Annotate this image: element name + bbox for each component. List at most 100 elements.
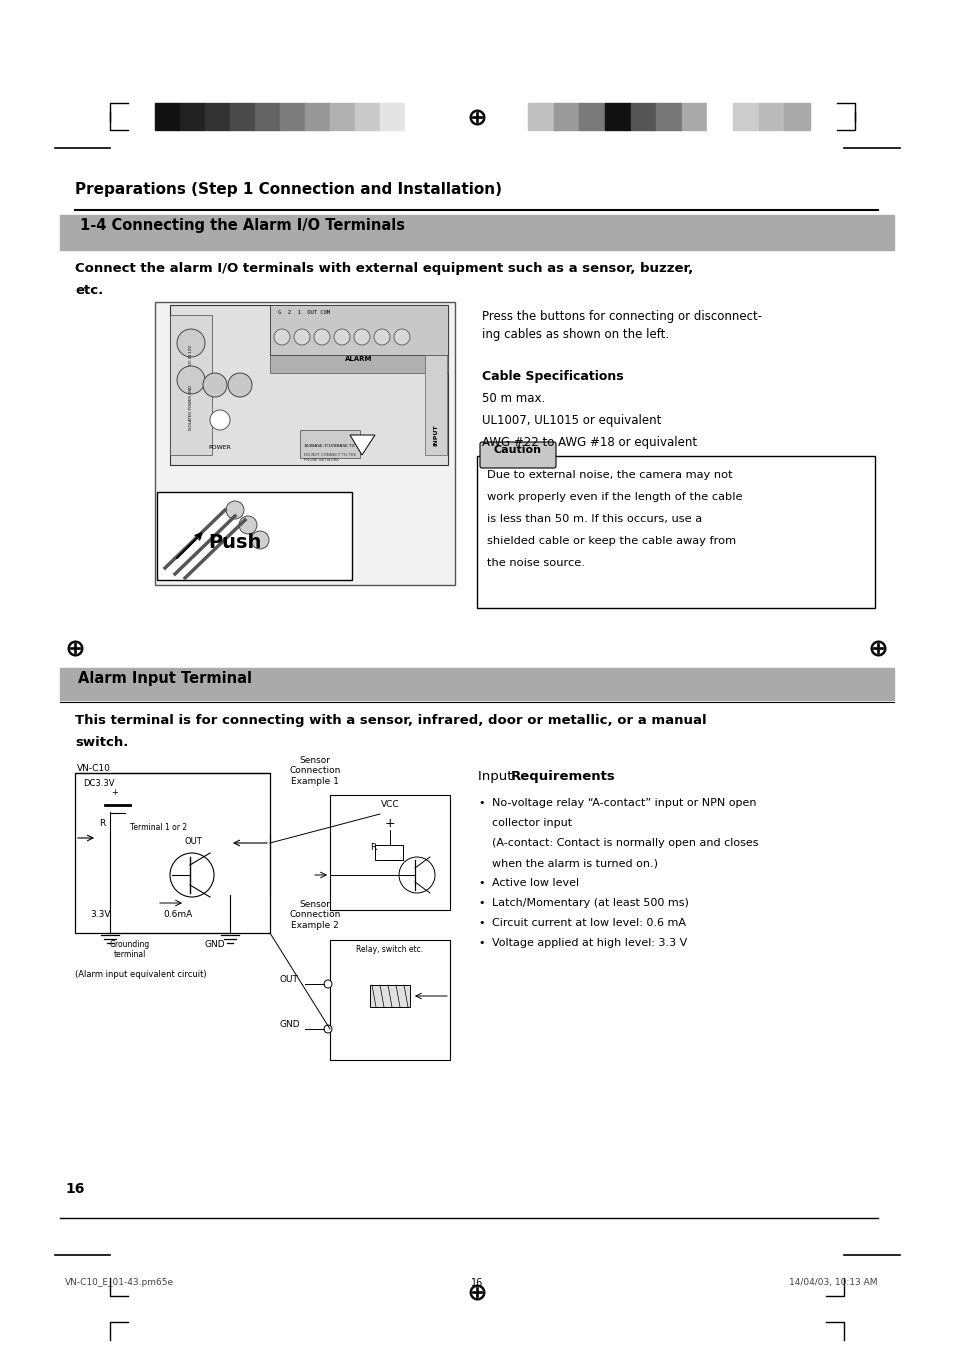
Circle shape <box>177 330 205 357</box>
Bar <box>170 305 448 465</box>
Bar <box>578 103 604 130</box>
Bar <box>553 103 578 130</box>
Text: Press the buttons for connecting or disconnect-: Press the buttons for connecting or disc… <box>481 309 761 323</box>
Text: Cable Specifications: Cable Specifications <box>481 370 623 382</box>
Text: •: • <box>477 898 484 908</box>
Bar <box>270 355 448 373</box>
Text: work properly even if the length of the cable: work properly even if the length of the … <box>486 492 741 503</box>
Text: Grounding
terminal: Grounding terminal <box>110 940 150 959</box>
Text: (Alarm input equivalent circuit): (Alarm input equivalent circuit) <box>75 970 207 979</box>
Bar <box>330 103 355 130</box>
Text: etc.: etc. <box>75 284 103 297</box>
Bar <box>355 103 379 130</box>
Bar <box>630 103 656 130</box>
Bar <box>681 103 707 130</box>
Text: UL1007, UL1015 or equivalent: UL1007, UL1015 or equivalent <box>481 413 660 427</box>
Text: (A-contact: Contact is normally open and closes: (A-contact: Contact is normally open and… <box>492 838 758 848</box>
Bar <box>527 103 553 130</box>
Text: DO NOT CONNECT TO THE
PHONE NETWORK: DO NOT CONNECT TO THE PHONE NETWORK <box>304 453 355 462</box>
Circle shape <box>239 516 256 534</box>
Circle shape <box>210 409 230 430</box>
Text: DC3.3V: DC3.3V <box>83 780 114 788</box>
Text: 50 m max.: 50 m max. <box>481 392 545 405</box>
Text: Caution: Caution <box>494 444 541 455</box>
Bar <box>99 830 121 844</box>
Bar <box>205 103 230 130</box>
Bar <box>783 103 809 130</box>
Text: Active low level: Active low level <box>492 878 578 888</box>
Text: OUT: OUT <box>185 838 203 846</box>
Bar <box>299 430 359 458</box>
Text: Circuit current at low level: 0.6 mA: Circuit current at low level: 0.6 mA <box>492 917 685 928</box>
Bar <box>154 103 180 130</box>
Text: R: R <box>370 843 375 852</box>
Text: Connect the alarm I/O terminals with external equipment such as a sensor, buzzer: Connect the alarm I/O terminals with ext… <box>75 262 693 276</box>
Text: Due to external noise, the camera may not: Due to external noise, the camera may no… <box>486 470 732 480</box>
Bar <box>154 303 455 585</box>
Bar <box>60 667 893 700</box>
Text: G  2  1  OUT COM: G 2 1 OUT COM <box>277 309 330 315</box>
Text: •: • <box>477 878 484 888</box>
Text: Relay, switch etc.: Relay, switch etc. <box>356 944 423 954</box>
Text: 14/04/03, 10:13 AM: 14/04/03, 10:13 AM <box>789 1278 877 1288</box>
Circle shape <box>354 330 370 345</box>
Bar <box>604 103 630 130</box>
Text: the noise source.: the noise source. <box>486 558 584 567</box>
Text: VN-C10: VN-C10 <box>77 765 111 773</box>
Text: POWER: POWER <box>209 444 232 450</box>
Text: shielded cable or keep the cable away from: shielded cable or keep the cable away fr… <box>486 536 736 546</box>
Text: 0.6mA: 0.6mA <box>163 911 193 919</box>
Text: collector input: collector input <box>492 817 572 828</box>
Bar <box>270 305 448 355</box>
Bar <box>405 103 430 130</box>
Circle shape <box>177 366 205 394</box>
Circle shape <box>251 531 269 549</box>
Bar <box>330 794 450 911</box>
Circle shape <box>324 979 332 988</box>
Text: 1-4 Connecting the Alarm I/O Terminals: 1-4 Connecting the Alarm I/O Terminals <box>80 218 405 232</box>
Circle shape <box>324 1025 332 1034</box>
Bar <box>370 985 410 1006</box>
Text: is less than 50 m. If this occurs, use a: is less than 50 m. If this occurs, use a <box>486 513 701 524</box>
FancyBboxPatch shape <box>479 442 556 467</box>
Text: ALARM: ALARM <box>345 357 373 362</box>
Bar <box>305 103 330 130</box>
Text: GND: GND <box>205 940 226 948</box>
Bar <box>424 355 447 455</box>
Text: AWG #22 to AWG #18 or equivalent: AWG #22 to AWG #18 or equivalent <box>481 436 697 449</box>
Text: •: • <box>477 917 484 928</box>
Text: Sensor
Connection
Example 2: Sensor Connection Example 2 <box>289 900 340 929</box>
Circle shape <box>314 330 330 345</box>
Text: INPUT: INPUT <box>433 424 438 446</box>
Text: ISOLATED POWER GND: ISOLATED POWER GND <box>189 385 193 430</box>
Text: DC IN 12V: DC IN 12V <box>189 345 193 365</box>
Bar <box>330 940 450 1061</box>
Text: Sensor
Connection
Example 1: Sensor Connection Example 1 <box>289 757 340 786</box>
Circle shape <box>374 330 390 345</box>
Bar <box>732 103 758 130</box>
Text: Voltage applied at high level: 3.3 V: Voltage applied at high level: 3.3 V <box>492 938 686 948</box>
Bar <box>379 103 405 130</box>
Text: +: + <box>384 817 395 830</box>
Bar <box>75 773 270 934</box>
Text: R: R <box>99 819 105 828</box>
Text: •: • <box>477 798 484 808</box>
Text: Push: Push <box>208 532 261 551</box>
Bar <box>60 215 893 250</box>
Circle shape <box>294 330 310 345</box>
Bar <box>280 103 305 130</box>
Circle shape <box>334 330 350 345</box>
Circle shape <box>203 373 227 397</box>
Bar <box>157 492 352 580</box>
Bar <box>254 103 280 130</box>
Text: switch.: switch. <box>75 736 129 748</box>
Text: Input: Input <box>477 770 517 784</box>
Text: No-voltage relay “A-contact” input or NPN open: No-voltage relay “A-contact” input or NP… <box>492 798 756 808</box>
Polygon shape <box>350 435 375 455</box>
Bar <box>656 103 681 130</box>
Bar <box>170 315 212 455</box>
Circle shape <box>226 501 244 519</box>
Text: VN-C10_E_01-43.pm65e: VN-C10_E_01-43.pm65e <box>65 1278 174 1288</box>
Circle shape <box>228 373 252 397</box>
Text: ing cables as shown on the left.: ing cables as shown on the left. <box>481 328 668 340</box>
